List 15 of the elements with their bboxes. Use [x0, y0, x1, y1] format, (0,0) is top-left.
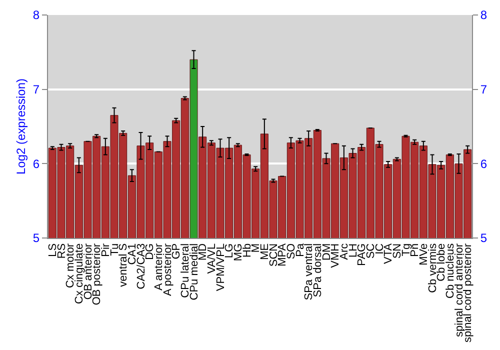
y2-tick-label: 5: [480, 231, 488, 246]
y-tick-label: 5: [32, 231, 40, 246]
y-tick-label: 6: [32, 156, 40, 171]
y-tick-label: 8: [32, 8, 40, 22]
y2-tick-label: 7: [480, 82, 488, 97]
y2-tick-label: 6: [480, 156, 488, 171]
x-tick-label: MVe: [418, 243, 430, 266]
y2-tick-label: 8: [480, 8, 488, 22]
x-tick-label: SPa dorsal: [312, 243, 324, 298]
x-tick-label: Cb nucleus: [444, 242, 456, 298]
x-tick-label: SO: [285, 242, 298, 260]
x-tick-label: Arc: [338, 242, 350, 260]
x-tick-label: spinal cord posterior: [462, 243, 474, 342]
y-tick-label: 7: [32, 82, 40, 97]
y-axis-title: Log2 (expression): [14, 78, 28, 175]
